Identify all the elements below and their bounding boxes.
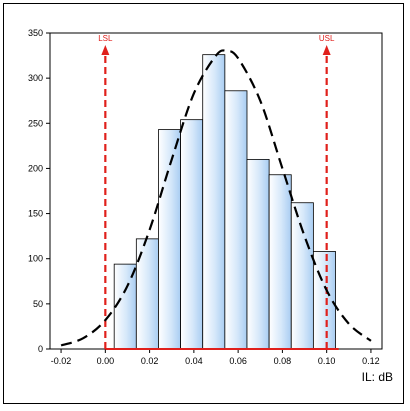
x-tick-label: 0.02 [141, 356, 159, 366]
x-tick-label: 0.06 [229, 356, 247, 366]
y-tick-label: 350 [28, 28, 43, 38]
x-tick-label: 0.10 [318, 356, 336, 366]
y-tick-label: 200 [28, 163, 43, 173]
spec-limit-arrowhead [322, 45, 331, 55]
histogram-bar [246, 158, 270, 350]
y-tick-label: 50 [33, 299, 43, 309]
spec-limits-layer: LSL USL [98, 34, 339, 350]
x-tick-label: 0.12 [362, 356, 380, 366]
x-tick-label: 0.08 [274, 356, 292, 366]
bars-layer [113, 54, 336, 350]
fit-curve-layer [60, 49, 372, 347]
spec-limit-arrowhead [101, 45, 110, 55]
fit-curve [60, 49, 372, 347]
y-tick-label: 150 [28, 209, 43, 219]
x-tick-label: 0.04 [185, 356, 203, 366]
y-tick-label: 300 [28, 73, 43, 83]
x-tick-label: 0.00 [97, 356, 115, 366]
histogram-bar [113, 263, 137, 350]
x-axis-label: IL: dB [362, 370, 393, 384]
spec-limit-label: LSL [98, 34, 113, 43]
histogram-bar [290, 202, 314, 350]
spec-limit-label: USL [319, 34, 335, 43]
histogram-bar [268, 174, 292, 350]
histogram-bar [224, 90, 248, 350]
y-tick-label: 0 [38, 344, 43, 354]
histogram-bar [180, 119, 204, 350]
y-tick-label: 250 [28, 118, 43, 128]
histogram-bar [202, 54, 226, 350]
histogram-bar [158, 129, 181, 350]
y-tick-label: 100 [28, 254, 43, 264]
histogram-bar [312, 251, 336, 350]
x-tick-label: -0.02 [51, 356, 72, 366]
